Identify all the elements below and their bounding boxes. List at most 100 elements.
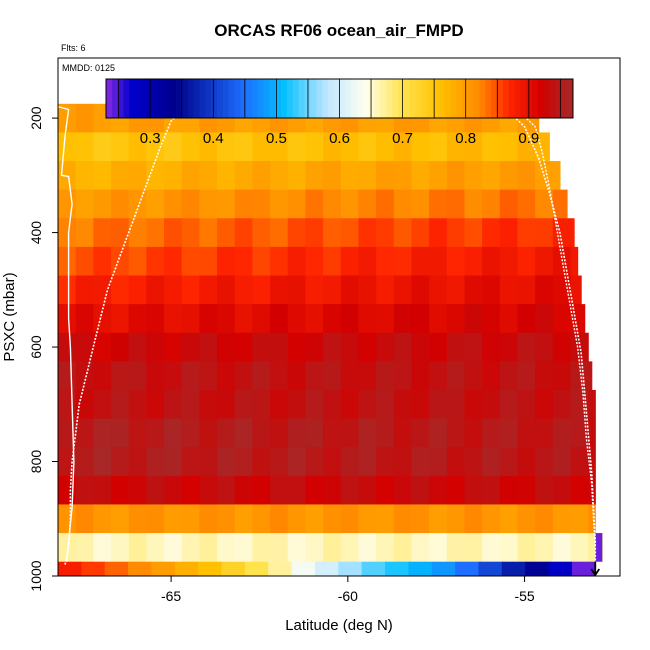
heatmap-cell — [499, 447, 519, 477]
heatmap-cell — [181, 475, 200, 506]
heatmap-cell — [340, 361, 360, 391]
heatmap-cell — [58, 361, 77, 391]
heatmap-cell — [217, 504, 236, 534]
heatmap-cell — [340, 475, 360, 506]
heatmap-cell — [570, 275, 582, 305]
heatmap-cell — [535, 218, 554, 248]
heatmap-cell — [217, 218, 236, 248]
heatmap-cell — [305, 132, 324, 162]
heatmap-cell — [199, 418, 218, 448]
heatmap-cell — [482, 475, 501, 506]
heatmap-cell — [358, 447, 377, 477]
heatmap-cell — [270, 504, 289, 534]
heatmap-cell — [393, 189, 413, 219]
heatmap-cell — [234, 447, 253, 477]
heatmap-cell — [270, 304, 289, 334]
heatmap-cell — [570, 218, 575, 248]
colorbar-tick-label: 0.9 — [518, 130, 539, 147]
heatmap-cell — [164, 389, 183, 420]
heatmap-cell — [455, 561, 480, 576]
heatmap-cell — [252, 418, 271, 448]
heatmap-cell — [358, 189, 377, 219]
heatmap-cell — [482, 447, 501, 477]
heatmap-cell — [446, 275, 466, 305]
chart-title: ORCAS RF06 ocean_air_FMPD — [214, 21, 463, 40]
colorbar-segment — [485, 79, 492, 118]
heatmap-cell — [270, 218, 289, 248]
y-tick-label: 1000 — [28, 560, 44, 591]
colorbar-segment — [286, 79, 294, 118]
heatmap-cell — [252, 218, 271, 248]
x-tick-label: -60 — [338, 588, 358, 604]
heatmap-cell — [287, 132, 307, 162]
heatmap-cell — [429, 218, 448, 248]
colorbar-segment — [298, 79, 305, 118]
colorbar-segment — [462, 79, 469, 118]
heatmap-cell — [411, 218, 430, 248]
heatmap-cell — [499, 218, 519, 248]
heatmap-cell — [429, 161, 448, 191]
heatmap-cell — [252, 132, 271, 162]
heatmap-cell — [146, 418, 165, 448]
heatmap-cell — [393, 246, 413, 277]
colorbar-segment — [351, 79, 358, 118]
heatmap-cell — [58, 275, 77, 305]
heatmap-cell — [75, 361, 94, 391]
x-tick-label: -55 — [514, 588, 534, 604]
heatmap-cell — [75, 533, 94, 563]
colorbar-segment — [228, 79, 235, 118]
colorbar-segment — [520, 79, 527, 118]
heatmap-cell — [146, 533, 165, 563]
heatmap-cell — [376, 246, 395, 277]
heatmap-cell — [199, 218, 218, 248]
heatmap-cell — [411, 246, 430, 277]
colorbar-segment — [251, 79, 259, 118]
heatmap-cell — [517, 361, 536, 391]
colorbar-segment — [473, 79, 481, 118]
colorbar-segment — [444, 79, 451, 118]
colorbar-tick-label: 0.8 — [455, 130, 476, 147]
heatmap-cell — [464, 361, 483, 391]
heatmap-cell — [552, 304, 572, 334]
heatmap-cell — [234, 332, 253, 362]
heatmap-cell — [464, 246, 483, 277]
colorbar-segment — [555, 79, 562, 118]
heatmap-cell — [164, 504, 183, 534]
heatmap-cell — [270, 389, 289, 420]
heatmap-cell — [376, 304, 395, 334]
heatmap-cell — [164, 361, 183, 391]
heatmap-cell — [217, 189, 236, 219]
heatmap-cell — [446, 304, 466, 334]
heatmap-cell — [58, 304, 77, 334]
heatmap-cell — [93, 332, 112, 362]
heatmap-cell — [217, 161, 236, 191]
heatmap-cell — [499, 246, 519, 277]
heatmap-cell — [482, 332, 501, 362]
heatmap-cell — [429, 418, 448, 448]
heatmap-cell — [181, 418, 200, 448]
heatmap-cell — [128, 504, 147, 534]
heatmap-cell — [552, 533, 572, 563]
heatmap-cell — [478, 561, 503, 576]
heatmap-cell — [58, 561, 82, 576]
colorbar-segment — [362, 79, 370, 118]
heatmap-cell — [151, 561, 176, 576]
heatmap-cell — [376, 189, 395, 219]
heatmap-cell — [376, 475, 395, 506]
heatmap-cell — [128, 332, 147, 362]
heatmap-cell — [464, 304, 483, 334]
heatmap-cell — [234, 189, 253, 219]
heatmap-cell — [499, 389, 519, 420]
heatmap-cell — [323, 218, 342, 248]
heatmap-cell — [535, 189, 554, 219]
heatmap-cell — [181, 304, 200, 334]
heatmap-cell — [128, 561, 153, 576]
heatmap-cell — [128, 161, 147, 191]
heatmap-cell — [199, 533, 218, 563]
heatmap-cell — [252, 275, 271, 305]
heatmap-cell — [146, 304, 165, 334]
heatmap-cell — [552, 447, 572, 477]
heatmap-cell — [570, 475, 589, 506]
heatmap-cell — [58, 218, 77, 248]
heatmap-cell — [270, 275, 289, 305]
